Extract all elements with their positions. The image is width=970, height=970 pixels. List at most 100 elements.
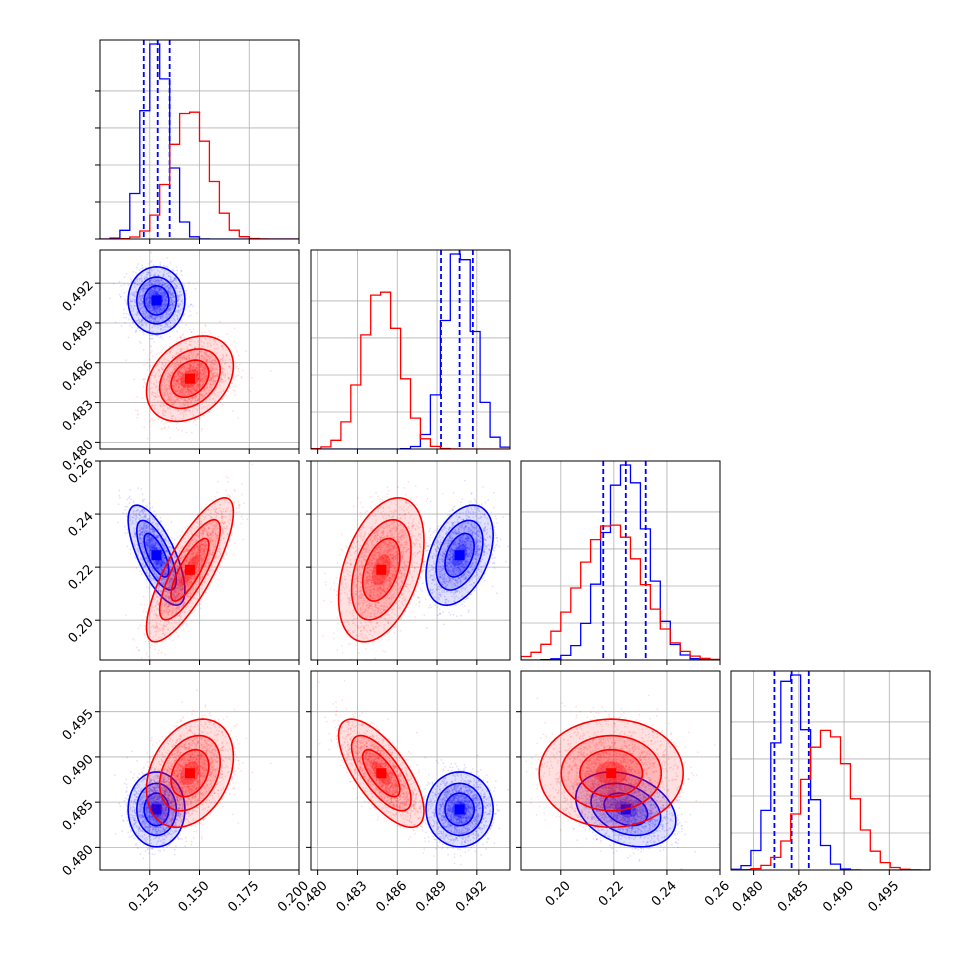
scatter-point (165, 313, 168, 316)
scatter-point (170, 365, 173, 367)
scatter-point (168, 308, 171, 310)
scatter-point (199, 411, 202, 414)
scatter-point (155, 321, 158, 324)
scatter-point (152, 268, 155, 271)
scatter-point (132, 298, 135, 300)
scatter-point (184, 413, 187, 416)
scatter-point (153, 288, 156, 291)
scatter-point (175, 379, 178, 382)
scatter-point (175, 280, 177, 282)
scatter-point (167, 396, 170, 399)
scatter-point (189, 351, 192, 353)
scatter-point (165, 322, 168, 325)
scatter-point (178, 298, 181, 301)
scatter-point (212, 343, 215, 346)
scatter-point (145, 311, 148, 313)
scatter-point (160, 324, 163, 327)
scatter-point (189, 310, 191, 312)
scatter-point (150, 290, 152, 293)
scatter-point (205, 392, 208, 394)
scatter-point (123, 276, 126, 278)
scatter-point (134, 313, 137, 316)
scatter-point (158, 291, 161, 294)
scatter-point (139, 300, 142, 302)
scatter-point (174, 319, 177, 322)
scatter-point (189, 363, 192, 366)
scatter-point (170, 280, 173, 283)
scatter-point (151, 391, 154, 393)
scatter-point (148, 297, 151, 300)
scatter-point (137, 487, 140, 490)
scatter-point (198, 338, 201, 341)
scatter-point (143, 284, 146, 287)
scatter-point (191, 331, 193, 333)
scatter-point (174, 363, 177, 366)
scatter-point (156, 307, 158, 309)
scatter-point (124, 321, 126, 324)
scatter-point (199, 364, 201, 366)
scatter-point (157, 288, 159, 290)
scatter-point (145, 293, 148, 296)
scatter-point (159, 308, 161, 310)
scatter-point (155, 280, 157, 283)
scatter-point (173, 363, 175, 366)
scatter-point (178, 306, 181, 308)
scatter-point (199, 372, 202, 375)
scatter-point (214, 375, 217, 378)
scatter-point (210, 367, 213, 370)
scatter-point (139, 291, 142, 293)
scatter-point (153, 383, 156, 386)
scatter-point (149, 297, 152, 299)
scatter-point (154, 287, 157, 289)
scatter-point (168, 398, 171, 401)
scatter-point (171, 293, 173, 295)
scatter-point (216, 374, 219, 377)
scatter-point (213, 379, 215, 382)
scatter-point (171, 292, 174, 295)
scatter-point (146, 298, 148, 301)
scatter-point (171, 299, 173, 302)
hist-panel-3 (731, 671, 930, 870)
scatter-point (168, 275, 170, 277)
scatter-point (203, 390, 205, 393)
scatter-point (182, 399, 185, 402)
scatter-point (153, 310, 156, 313)
scatter-point (130, 318, 133, 321)
scatter-point (149, 316, 152, 318)
scatter-point (177, 309, 180, 312)
scatter-point (200, 341, 203, 344)
scatter-point (123, 291, 126, 294)
scatter-point (163, 405, 165, 408)
scatter-point (149, 310, 152, 312)
scatter-point (168, 382, 171, 384)
scatter-point (145, 585, 148, 588)
scatter-point (178, 295, 181, 298)
scatter-point (221, 378, 223, 381)
scatter-point (167, 394, 170, 397)
scatter-point (141, 302, 144, 305)
scatter-point (191, 368, 194, 371)
scatter-point (187, 390, 190, 393)
scatter-point (128, 313, 131, 316)
scatter-point (189, 328, 192, 331)
scatter-point (216, 343, 219, 346)
scatter-point (161, 337, 164, 340)
scatter-point (206, 358, 209, 361)
scatter-point (197, 378, 200, 381)
scatter-point (198, 350, 201, 353)
scatter-point (168, 384, 171, 387)
scatter-point (214, 362, 217, 365)
scatter-point (160, 366, 163, 369)
scatter-point (204, 324, 207, 326)
scatter-point (161, 299, 164, 301)
scatter-point (190, 383, 193, 386)
scatter-point (175, 287, 178, 289)
scatter-point (202, 414, 205, 417)
scatter-point (249, 390, 252, 393)
scatter-point (160, 317, 162, 320)
scatter-point (166, 285, 169, 287)
scatter-point (179, 374, 182, 377)
scatter-point (149, 334, 152, 336)
scatter-point (170, 521, 173, 524)
scatter-point (205, 369, 208, 372)
